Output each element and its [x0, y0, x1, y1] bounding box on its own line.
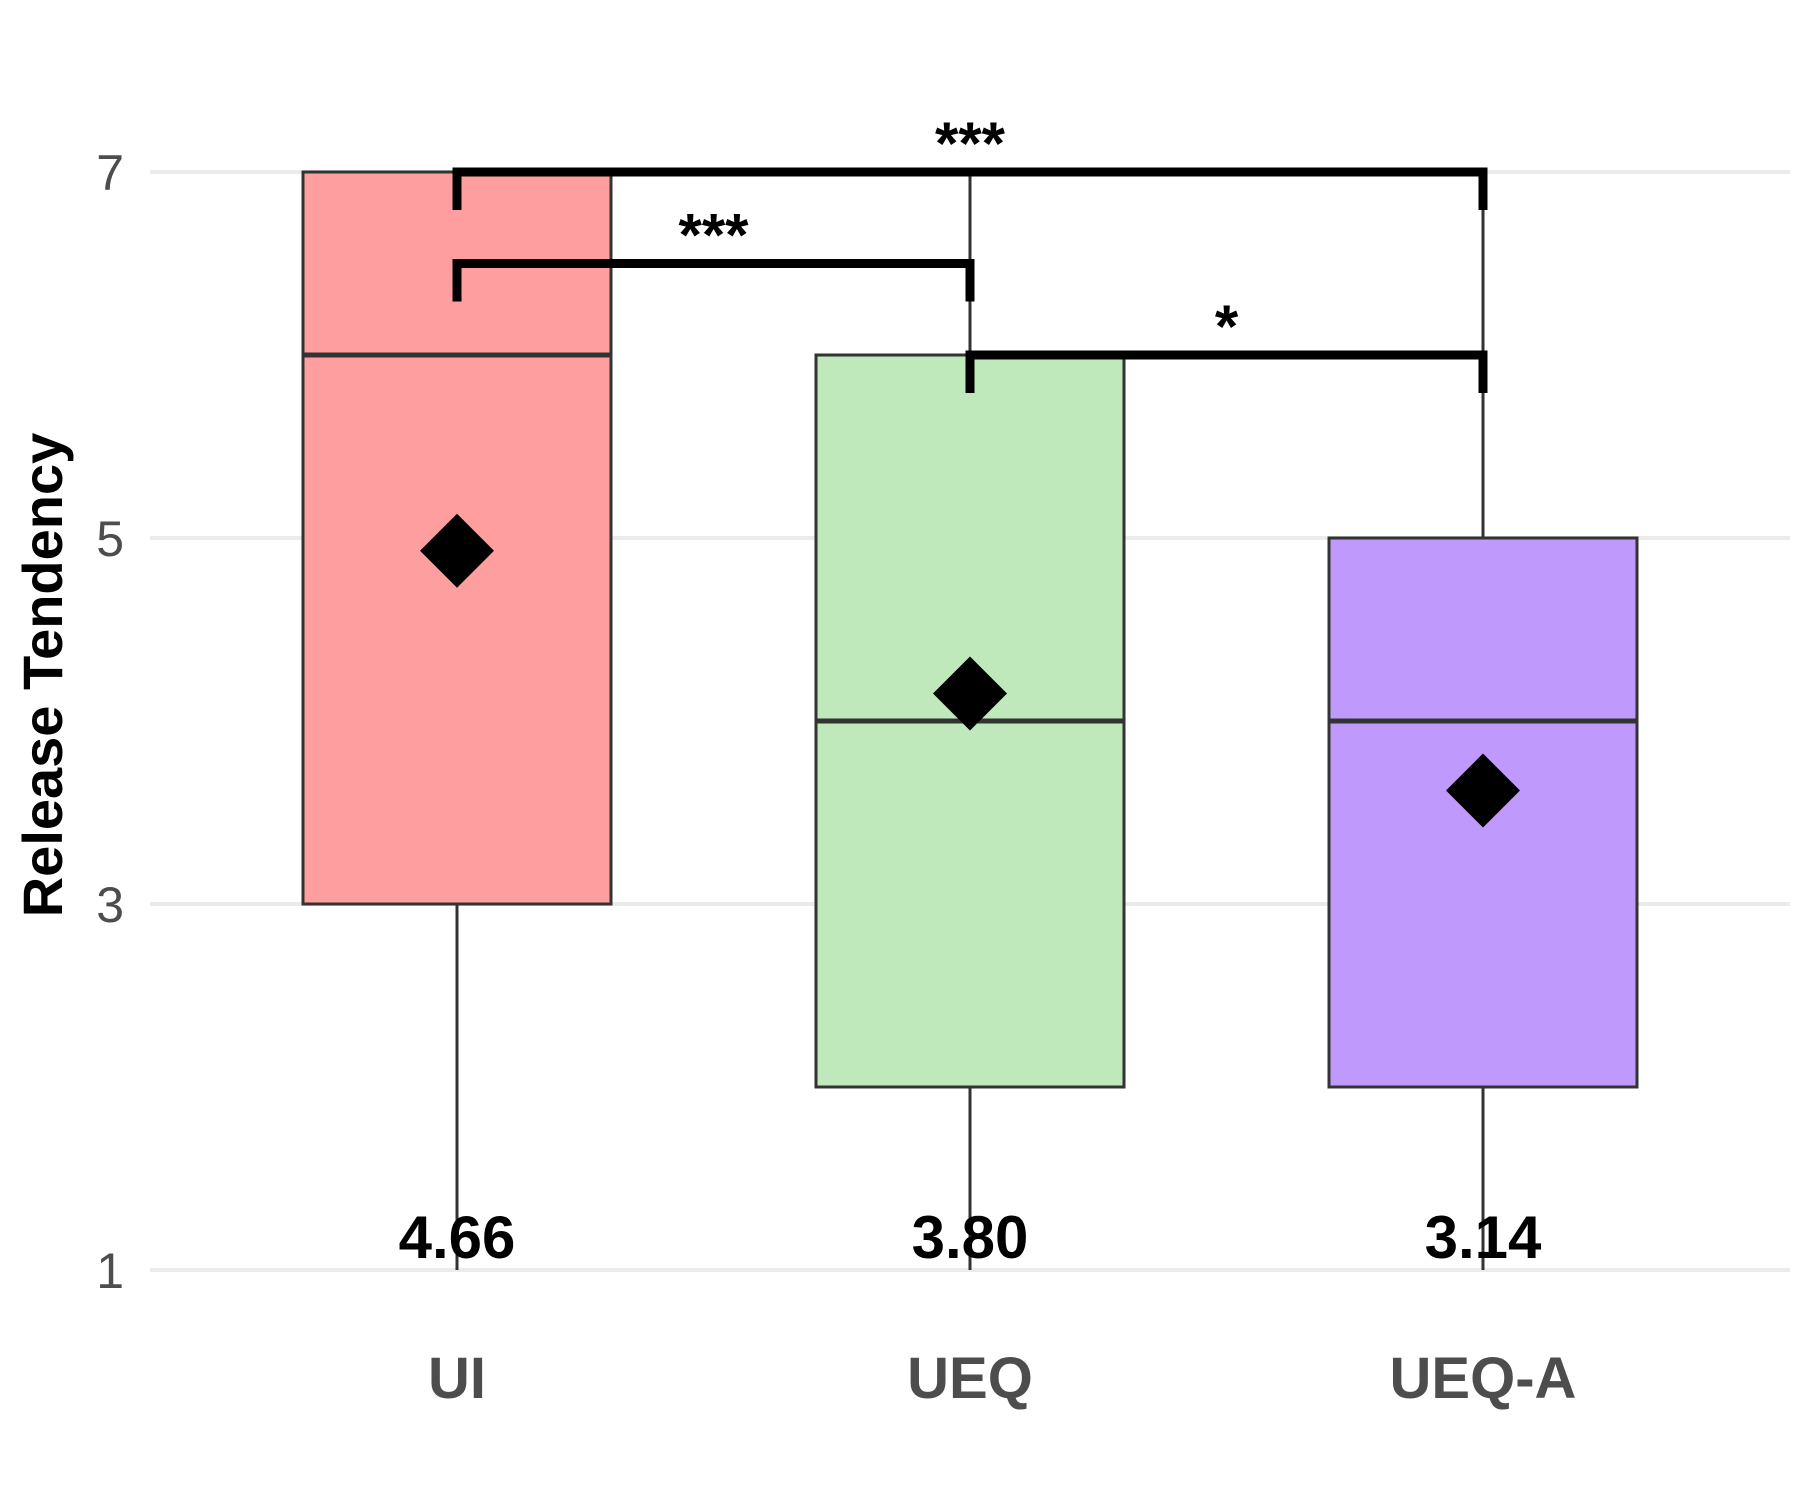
sig-bracket-ui-ueq-label: *** [678, 202, 749, 269]
mean-label-ueq-a: 3.14 [1425, 1204, 1542, 1271]
sig-bracket-ueq-ueq-a-label: * [1215, 293, 1239, 360]
x-category-labels: UI UEQ UEQ-A [428, 1346, 1576, 1411]
mean-value-labels: 4.66 3.80 3.14 [399, 1204, 1542, 1271]
y-tick-labels: 1 3 5 7 [96, 145, 124, 1299]
sig-bracket-ueq-ueq-a [965, 350, 1488, 393]
mean-marker-ueq-a [1446, 753, 1520, 828]
y-tick-label-3: 3 [96, 877, 124, 933]
y-axis-title: Release Tendency [11, 433, 74, 918]
mean-marker-ueq [933, 656, 1007, 731]
mean-label-ueq: 3.80 [912, 1204, 1029, 1271]
y-tick-label-1: 1 [96, 1243, 124, 1299]
category-label-ui: UI [428, 1346, 486, 1411]
mean-markers [420, 513, 1520, 828]
y-tick-label-5: 5 [96, 511, 124, 567]
significance-brackets: ******* [452, 110, 1488, 393]
mean-marker-ui [420, 513, 494, 588]
sig-bracket-ui-ueq [452, 259, 975, 302]
y-tick-label-7: 7 [96, 145, 124, 201]
category-label-ueq: UEQ [907, 1346, 1033, 1411]
sig-bracket-ui-ueq-a [452, 167, 1488, 210]
mean-label-ui: 4.66 [399, 1204, 516, 1271]
sig-bracket-ui-ueq-a-label: *** [935, 110, 1006, 177]
category-label-ueq-a: UEQ-A [1390, 1346, 1577, 1411]
